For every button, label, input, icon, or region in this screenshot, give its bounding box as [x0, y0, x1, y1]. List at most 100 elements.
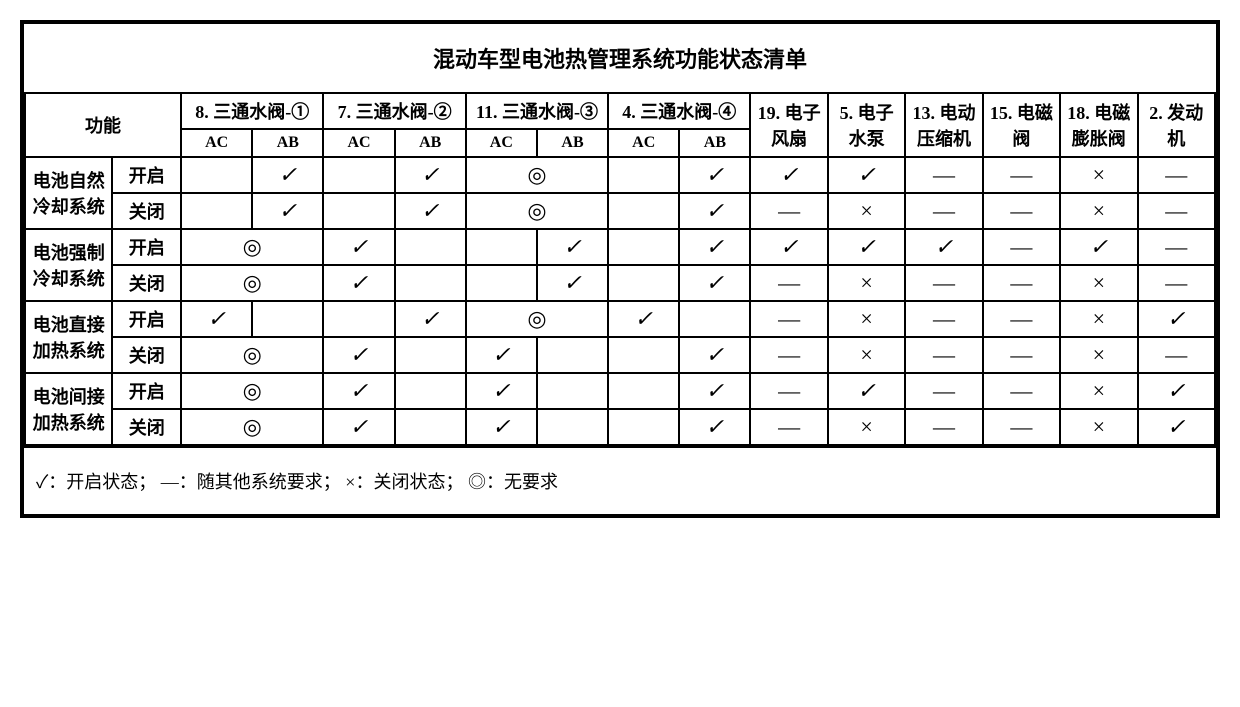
cell — [828, 409, 905, 445]
cell — [828, 229, 905, 265]
cell — [181, 301, 252, 337]
cell — [608, 193, 679, 229]
x-icon — [1093, 306, 1105, 331]
group-label: 电池自然冷却系统 — [25, 157, 112, 229]
cell — [395, 157, 466, 193]
dash-icon — [1010, 306, 1032, 331]
cell — [608, 157, 679, 193]
check-icon — [563, 234, 581, 259]
state-label: 关闭 — [112, 193, 181, 229]
dash-icon — [933, 378, 955, 403]
cell — [828, 373, 905, 409]
dash-icon — [1010, 270, 1032, 295]
cell — [828, 265, 905, 301]
check-icon — [780, 234, 798, 259]
valve-header-3: 11. 三通水阀-③ — [466, 93, 608, 129]
check-icon — [1090, 234, 1108, 259]
dash-icon — [1165, 234, 1187, 259]
cell — [466, 229, 537, 265]
cell — [983, 337, 1060, 373]
check-icon — [706, 378, 724, 403]
cell — [537, 265, 608, 301]
table-row: 电池强制冷却系统开启 — [25, 229, 1215, 265]
table-row: 关闭 — [25, 193, 1215, 229]
cell — [983, 265, 1060, 301]
cell — [679, 193, 750, 229]
valve-header-1: 8. 三通水阀-① — [181, 93, 323, 129]
check-icon — [706, 342, 724, 367]
valve-header-4: 4. 三通水阀-④ — [608, 93, 750, 129]
cell — [750, 409, 827, 445]
dash-icon — [933, 342, 955, 367]
cell — [679, 265, 750, 301]
cell — [323, 409, 394, 445]
dash-icon — [1010, 378, 1032, 403]
cell — [679, 301, 750, 337]
cell — [750, 337, 827, 373]
dash-icon — [1010, 162, 1032, 187]
check-icon — [857, 162, 875, 187]
check-icon — [492, 342, 510, 367]
x-icon — [860, 270, 872, 295]
table-row: 电池间接加热系统开启 — [25, 373, 1215, 409]
state-label: 关闭 — [112, 337, 181, 373]
other-header-6: 2. 发动机 — [1138, 93, 1216, 157]
dash-icon — [1165, 162, 1187, 187]
check-icon — [350, 378, 368, 403]
cell — [983, 193, 1060, 229]
state-label: 关闭 — [112, 265, 181, 301]
circle-icon — [243, 414, 262, 439]
cell — [905, 409, 982, 445]
cell — [905, 265, 982, 301]
state-label: 开启 — [112, 157, 181, 193]
dash-icon — [778, 342, 800, 367]
check-icon — [706, 198, 724, 223]
cell — [1138, 193, 1216, 229]
table-wrapper: 混动车型电池热管理系统功能状态清单 功能 8. 三通水阀-① 7. 三通水阀-②… — [20, 20, 1220, 518]
sub-ac: AC — [466, 129, 537, 157]
cell — [983, 301, 1060, 337]
x-icon — [860, 306, 872, 331]
cell — [905, 193, 982, 229]
check-icon — [492, 414, 510, 439]
check-icon — [350, 342, 368, 367]
sub-ab: AB — [252, 129, 323, 157]
cell — [1060, 373, 1137, 409]
check-icon — [350, 414, 368, 439]
table-row: 关闭 — [25, 409, 1215, 445]
cell — [323, 373, 394, 409]
cell — [608, 265, 679, 301]
cell — [395, 409, 466, 445]
sub-ab: AB — [537, 129, 608, 157]
cell — [323, 193, 394, 229]
x-icon — [1093, 162, 1105, 187]
other-header-1: 19. 电子风扇 — [750, 93, 827, 157]
x-icon — [1093, 414, 1105, 439]
group-label: 电池间接加热系统 — [25, 373, 112, 445]
cell — [1060, 265, 1137, 301]
table-row: 关闭 — [25, 337, 1215, 373]
cell — [1138, 265, 1216, 301]
cell — [1060, 157, 1137, 193]
dash-icon — [778, 378, 800, 403]
check-icon — [279, 198, 297, 223]
check-icon — [1167, 306, 1185, 331]
dash-icon — [1010, 342, 1032, 367]
group-label: 电池直接加热系统 — [25, 301, 112, 373]
other-header-4: 15. 电磁阀 — [983, 93, 1060, 157]
check-icon — [935, 234, 953, 259]
cell — [466, 265, 537, 301]
check-icon — [207, 306, 225, 331]
sub-ab: AB — [395, 129, 466, 157]
cell — [395, 373, 466, 409]
state-label: 开启 — [112, 373, 181, 409]
cell — [181, 265, 323, 301]
dash-icon — [778, 306, 800, 331]
cell — [750, 157, 827, 193]
cell — [252, 301, 323, 337]
cell — [983, 157, 1060, 193]
sub-ac: AC — [608, 129, 679, 157]
dash-icon — [933, 270, 955, 295]
cell — [395, 337, 466, 373]
cell — [905, 157, 982, 193]
